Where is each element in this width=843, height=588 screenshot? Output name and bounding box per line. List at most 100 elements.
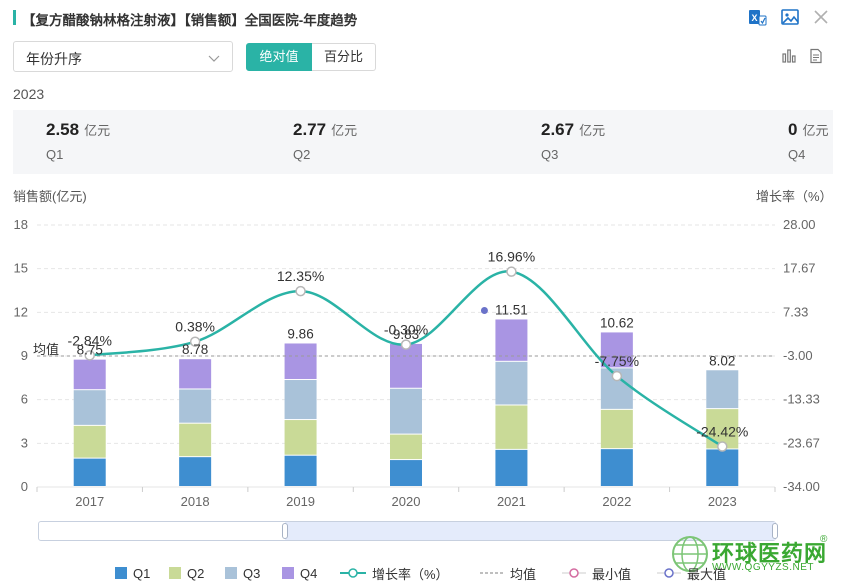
bar-q2 (284, 420, 317, 455)
growth-rate-point (611, 370, 623, 382)
y2-axis-tick-label: 17.67 (783, 261, 816, 276)
bar-total-label: 8.02 (709, 353, 735, 368)
bar-q2 (73, 425, 106, 458)
close-icon[interactable] (811, 7, 831, 27)
bar-q2 (390, 434, 422, 460)
excel-export-icon[interactable]: X (747, 7, 767, 27)
summary-q3-label: Q3 (541, 147, 559, 162)
summary-q3-value: 2.67 (541, 120, 575, 139)
summary-q1-value: 2.58 (46, 120, 80, 139)
watermark-url: WWW.QGYYZS.NET (712, 562, 814, 573)
legend-item-min[interactable]: 最小值 (562, 563, 631, 583)
left-axis-title: 销售额(亿元) (13, 189, 87, 204)
bar-total-label: 8.75 (77, 343, 103, 358)
bar-q4 (495, 319, 528, 361)
legend-swatch-min (562, 568, 586, 578)
growth-rate-point (506, 266, 517, 277)
percentage-button[interactable]: 百分比 (312, 43, 376, 71)
y-axis-tick-label: 9 (21, 348, 28, 363)
chevron-down-icon (208, 51, 220, 62)
bar-q1 (179, 457, 212, 486)
legend-item-growth[interactable]: 增长率（%） (340, 563, 449, 583)
x-axis-tick-label: 2019 (286, 494, 315, 509)
zoom-handle-right[interactable] (772, 523, 778, 539)
y2-axis-tick-label: -34.00 (783, 479, 820, 494)
right-axis-title: 增长率（%） (756, 189, 833, 204)
bar-total-label: 9.86 (287, 326, 313, 341)
legend-swatch-q3 (225, 567, 237, 579)
absolute-value-button[interactable]: 绝对值 (246, 43, 312, 71)
summary-unit: 亿元 (579, 123, 606, 138)
zoom-slider-window[interactable] (285, 522, 775, 540)
sort-order-select[interactable]: 年份升序 (13, 41, 233, 72)
watermark-registered: ® (820, 534, 828, 545)
y-axis-tick-label: 3 (21, 435, 28, 450)
legend-item-average[interactable]: 均值 (480, 563, 536, 583)
y2-axis-tick-label: -23.67 (783, 435, 820, 450)
summary-unit: 亿元 (802, 123, 829, 138)
bar-q2 (600, 409, 633, 449)
growth-rate-label: -0.30% (384, 322, 428, 338)
legend-label-average: 均值 (510, 566, 537, 582)
legend-item-q2[interactable]: Q2 (169, 563, 204, 583)
zoom-handle-left[interactable] (282, 523, 288, 539)
growth-rate-point (84, 350, 95, 361)
legend-item-q4[interactable]: Q4 (282, 563, 317, 583)
image-export-icon[interactable] (780, 7, 800, 27)
bar-total-label: 8.78 (182, 342, 208, 357)
legend-item-max[interactable]: 最大值 (657, 563, 726, 583)
bar-total-label: 9.83 (393, 327, 419, 342)
growth-rate-label: 12.35% (277, 268, 324, 284)
x-axis-tick-label: 2017 (75, 494, 104, 509)
legend-label-min: 最小值 (592, 566, 632, 582)
x-axis-tick-label: 2020 (392, 494, 421, 509)
bar-q1 (706, 449, 739, 486)
legend-label-max: 最大值 (687, 566, 727, 582)
bar-q3 (73, 390, 106, 425)
x-axis-tick-label: 2023 (708, 494, 737, 509)
x-axis-tick-label: 2021 (497, 494, 526, 509)
growth-rate-point (295, 285, 306, 297)
y-axis-tick-label: 12 (14, 304, 28, 319)
bar-chart-icon[interactable] (781, 48, 797, 67)
bar-q4 (284, 343, 317, 380)
bar-total-label: 10.62 (600, 315, 634, 330)
legend-label-q2: Q2 (187, 565, 205, 581)
value-mode-toggle: 绝对值 百分比 (246, 43, 376, 71)
bar-q1 (600, 449, 633, 486)
x-axis-tick-label: 2022 (602, 494, 631, 509)
growth-rate-point (400, 339, 412, 350)
bar-q2 (179, 423, 212, 457)
bar-q3 (706, 370, 739, 409)
legend-swatch-max (657, 568, 681, 578)
y-axis-tick-label: 15 (14, 261, 28, 276)
legend-item-q3[interactable]: Q3 (225, 563, 260, 583)
bar-q1 (495, 449, 528, 486)
growth-rate-point (717, 441, 728, 452)
svg-text:X: X (751, 13, 757, 23)
summary-q2-value: 2.77 (293, 120, 327, 139)
growth-rate-label: 16.96% (488, 249, 535, 265)
legend-item-q1[interactable]: Q1 (115, 563, 150, 583)
bar-q4 (179, 359, 212, 389)
legend-swatch-q4 (282, 567, 294, 579)
legend-swatch-growth (340, 568, 366, 578)
summary-unit: 亿元 (84, 123, 111, 138)
bar-q4 (390, 343, 422, 388)
y2-axis-tick-label: 28.00 (783, 217, 816, 232)
legend-label-q1: Q1 (133, 565, 151, 581)
summary-unit: 亿元 (331, 123, 358, 138)
sort-order-value: 年份升序 (26, 51, 82, 67)
bar-q3 (179, 389, 212, 423)
legend-label-growth: 增长率（%） (372, 566, 449, 582)
growth-rate-point (189, 336, 201, 347)
y-axis-tick-label: 18 (14, 217, 28, 232)
y2-axis-tick-label: 7.33 (783, 304, 808, 319)
bar-q3 (284, 380, 317, 420)
legend-swatch-average (480, 572, 504, 574)
document-icon[interactable] (808, 48, 824, 67)
y2-axis-tick-label: -13.33 (783, 392, 820, 407)
bar-q3 (495, 361, 528, 405)
y-axis-tick-label: 6 (21, 392, 28, 407)
summary-q4-label: Q4 (788, 147, 806, 162)
